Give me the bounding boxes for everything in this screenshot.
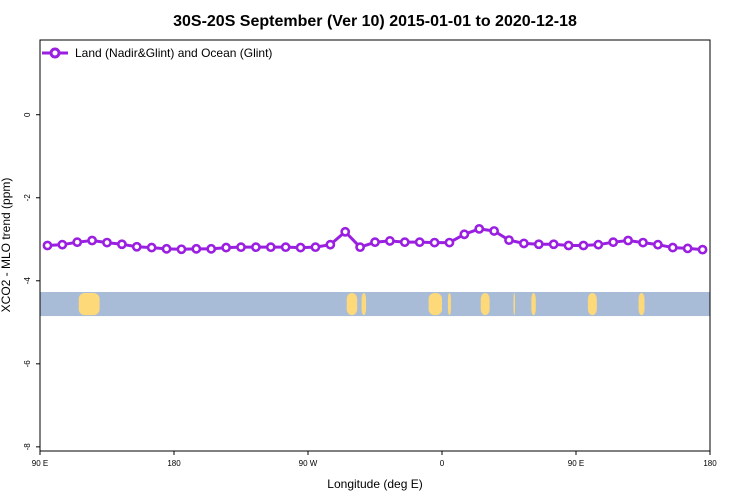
data-point [102, 237, 112, 248]
y-tick-label: -8 [23, 443, 32, 451]
data-point [206, 243, 217, 254]
data-point [518, 238, 529, 249]
data-point [489, 226, 500, 236]
data-point [638, 237, 648, 248]
x-axis: 90 E 180 90 W 0 90 E 180 [32, 451, 717, 468]
land-segment [531, 292, 536, 316]
data-point [116, 239, 127, 250]
chart-title: 30S-20S September (Ver 10) 2015-01-01 to… [173, 13, 577, 30]
data-point [504, 235, 514, 246]
data-point [667, 242, 678, 253]
legend: Land (Nadir&Glint) and Ocean (Glint) [42, 46, 272, 60]
land-segment [428, 292, 442, 316]
x-tick-label: 0 [440, 459, 445, 468]
data-point [652, 239, 663, 250]
land-segment [447, 292, 451, 316]
data-point [250, 242, 261, 253]
land-segment [346, 292, 358, 316]
land-segment [638, 292, 645, 316]
data-point [563, 240, 574, 251]
land-ocean-band [40, 291, 710, 317]
data-point [608, 237, 619, 248]
data-point [384, 236, 395, 246]
data-point [131, 241, 142, 252]
data-point [280, 242, 291, 253]
x-axis-label: Longitude (deg E) [327, 477, 422, 491]
x-tick-label: 90 E [32, 459, 48, 468]
data-point [355, 242, 366, 253]
data-point [697, 244, 708, 255]
data-point [459, 229, 470, 240]
x-tick-label: 180 [167, 459, 181, 468]
land-segment [513, 292, 515, 316]
land-segment [587, 292, 597, 316]
data-point [236, 242, 246, 253]
data-point [593, 239, 604, 250]
data-point [429, 237, 440, 248]
data-point [325, 239, 336, 250]
legend-label: Land (Nadir&Glint) and Ocean (Glint) [75, 46, 272, 60]
x-tick-label: 180 [703, 459, 717, 468]
data-point [623, 235, 634, 246]
data-point [146, 242, 157, 253]
plot-frame [39, 39, 711, 452]
x-tick-label: 90 E [568, 459, 584, 468]
data-point [370, 237, 380, 248]
y-tick-label: -2 [23, 194, 32, 202]
data-point [578, 240, 589, 251]
data-point [533, 239, 544, 250]
data-point [161, 243, 172, 254]
ocean-band [40, 291, 710, 317]
data-point [682, 243, 693, 254]
data-point [72, 237, 83, 248]
legend-marker [49, 47, 61, 59]
series-layer [42, 223, 708, 255]
data-point [87, 235, 98, 246]
land-segment [480, 292, 490, 316]
data-point [265, 242, 276, 253]
data-point [57, 239, 68, 250]
data-point [176, 244, 187, 255]
y-axis-label: XCO2 - MLO trend (ppm) [0, 178, 13, 313]
land-segment [361, 292, 367, 316]
data-point [295, 242, 306, 253]
data-point [221, 242, 232, 253]
data-point [444, 237, 455, 248]
y-axis: 0 -2 -4 -6 -8 [23, 112, 40, 450]
data-point [548, 239, 559, 250]
land-segment [78, 292, 100, 316]
y-tick-label: 0 [23, 112, 32, 117]
data-point [399, 237, 410, 248]
data-point [42, 240, 53, 251]
y-tick-label: -4 [23, 277, 32, 285]
x-tick-label: 90 W [299, 459, 318, 468]
y-tick-label: -6 [23, 360, 32, 368]
data-point [310, 242, 321, 253]
data-point [340, 226, 351, 237]
data-point [474, 223, 485, 234]
data-point [414, 237, 425, 248]
data-point [191, 243, 202, 254]
